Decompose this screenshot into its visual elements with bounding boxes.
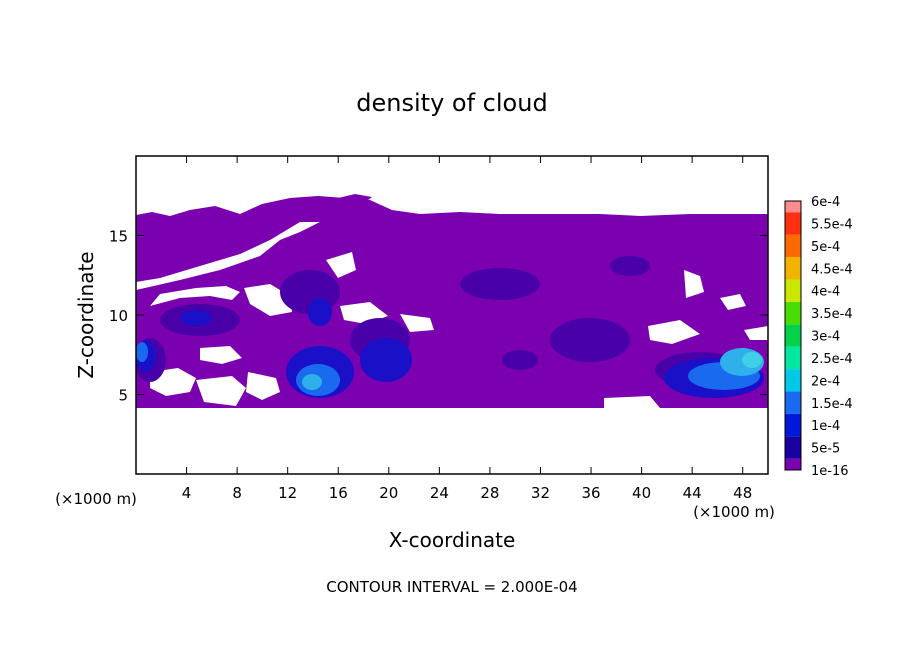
colorbar-swatch [785, 201, 801, 213]
x-tick-label: 20 [379, 484, 398, 502]
colorbar-label: 1.5e-4 [811, 397, 853, 412]
colorbar-label: 1e-16 [811, 464, 849, 479]
colorbar-label: 5.5e-4 [811, 217, 853, 232]
colorbar-swatch [785, 436, 801, 459]
colorbar-swatch [785, 212, 801, 235]
colorbar-swatch [785, 324, 801, 347]
y-tick-label: 5 [118, 387, 128, 405]
colorbar-label: 4e-4 [811, 285, 840, 300]
cloud-gaps [136, 222, 768, 408]
x-tick-label: 36 [581, 484, 600, 502]
colorbar-label: 3e-4 [811, 330, 840, 345]
cloud-filament [300, 194, 372, 228]
colorbar-label: 1e-4 [811, 419, 840, 434]
level-2-5e-4-patches [742, 352, 762, 368]
colorbar-swatch [785, 257, 801, 280]
x-tick-label: 24 [430, 484, 449, 502]
y-tick-label: 15 [109, 228, 128, 246]
x-tick-label: 12 [278, 484, 297, 502]
colorbar-label: 4.5e-4 [811, 262, 853, 277]
x-axis: 4 8 12 16 20 24 28 32 36 40 44 48 [182, 156, 752, 502]
contour-interval-note: CONTOUR INTERVAL = 2.000E-04 [326, 578, 577, 596]
y-axis-label: Z-coordinate [74, 251, 98, 378]
x-tick-label: 32 [531, 484, 550, 502]
x-unit-right: (×1000 m) [693, 503, 775, 521]
colorbar-swatch [785, 458, 801, 470]
y-tick-label: 10 [109, 307, 128, 325]
colorbar: 1e-16 5e-5 1e-4 1.5e-4 2e-4 2.5e-4 3e-4 3.5e-4 4… [784, 195, 853, 479]
colorbar-label: 2e-4 [811, 374, 840, 389]
x-tick-label: 28 [480, 484, 499, 502]
colorbar-swatch [785, 234, 801, 258]
colorbar-swatch [785, 391, 801, 414]
x-axis-label: X-coordinate [389, 528, 516, 552]
colorbar-swatch [785, 346, 801, 370]
colorbar-swatch [785, 413, 801, 437]
colorbar-label: 6e-4 [811, 195, 840, 210]
colorbar-frame [784, 200, 802, 471]
contour-field [136, 194, 768, 408]
colorbar-label: 2.5e-4 [811, 352, 853, 367]
colorbar-swatch [785, 279, 801, 302]
x-unit-left: (×1000 m) [55, 490, 137, 508]
colorbar-label: 5e-5 [811, 442, 840, 457]
colorbar-label: 5e-4 [811, 240, 840, 255]
x-tick-label: 16 [329, 484, 348, 502]
x-tick-label: 40 [632, 484, 651, 502]
x-tick-label: 44 [683, 484, 702, 502]
y-axis: 5 10 15 [109, 228, 768, 405]
colorbar-swatch [785, 369, 801, 392]
x-tick-label: 4 [182, 484, 192, 502]
colorbar-label: 3.5e-4 [811, 307, 853, 322]
x-tick-label: 8 [232, 484, 242, 502]
colorbar-swatch [785, 301, 801, 325]
x-tick-label: 48 [733, 484, 752, 502]
chart-title: density of cloud [356, 89, 547, 117]
